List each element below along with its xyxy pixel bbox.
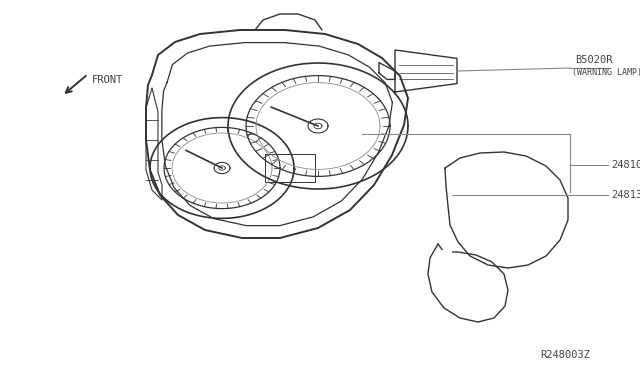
Text: FRONT: FRONT (92, 75, 124, 85)
Text: B5020R: B5020R (575, 55, 612, 65)
Text: (WARNING LAMP): (WARNING LAMP) (572, 67, 640, 77)
Text: 24813: 24813 (611, 190, 640, 200)
Text: R248003Z: R248003Z (540, 350, 590, 360)
Text: 24810: 24810 (611, 160, 640, 170)
Bar (265, 154, 315, 182)
